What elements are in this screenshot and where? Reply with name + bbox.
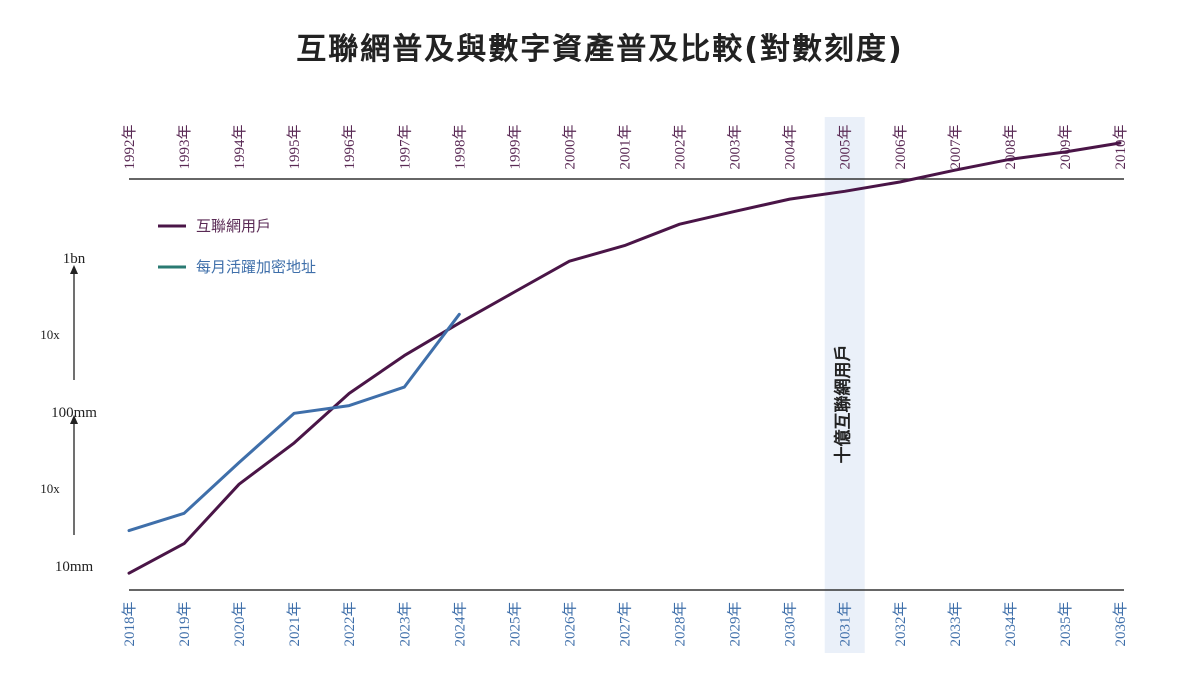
chart-title: 互聯網普及與數字資產普及比較(對數刻度) bbox=[296, 32, 904, 67]
bottom-tick-label: 2026年 bbox=[561, 601, 578, 646]
bottom-tick-label: 2029年 bbox=[727, 601, 744, 646]
top-tick-label: 2006年 bbox=[892, 124, 909, 169]
top-tick-label: 1999年 bbox=[506, 124, 523, 169]
bottom-tick-label: 2030年 bbox=[782, 601, 799, 646]
bottom-tick-label: 2024年 bbox=[451, 601, 468, 646]
legend-label: 每月活躍加密地址 bbox=[196, 259, 316, 276]
series-layer bbox=[127, 141, 1122, 575]
legend-label: 互聯網用戶 bbox=[196, 218, 271, 235]
bottom-tick-label: 2035年 bbox=[1057, 601, 1074, 646]
top-tick-label: 1998年 bbox=[451, 124, 468, 169]
top-tick-label: 1992年 bbox=[121, 124, 138, 169]
bottom-tick-label: 2019年 bbox=[176, 601, 193, 646]
bottom-tick-label: 2031年 bbox=[837, 601, 854, 646]
axes-layer: 1992年 1993年 1994年 1995年 1996年 1997年 1998年 1999年… bbox=[40, 124, 1129, 646]
bottom-tick-label: 2034年 bbox=[1002, 601, 1019, 646]
top-tick-label: 2005年 bbox=[837, 124, 854, 169]
top-tick-label: 2004年 bbox=[782, 124, 799, 169]
bottom-tick-label: 2033年 bbox=[947, 601, 964, 646]
top-tick-label: 2003年 bbox=[727, 124, 744, 169]
y-annotation-10x: 10x bbox=[40, 481, 60, 496]
top-tick-label: 1994年 bbox=[231, 124, 248, 169]
y-tick-label: 1bn bbox=[63, 251, 86, 267]
bottom-tick-label: 2022年 bbox=[341, 601, 358, 646]
top-tick-label: 2002年 bbox=[672, 124, 689, 169]
top-tick-label: 2000年 bbox=[561, 124, 578, 169]
series-line bbox=[127, 141, 1122, 575]
top-tick-label: 1997年 bbox=[396, 124, 413, 169]
top-tick-label: 1995年 bbox=[286, 124, 303, 169]
bottom-tick-label: 2023年 bbox=[396, 601, 413, 646]
top-tick-label: 2001年 bbox=[617, 124, 634, 169]
y-tick-label: 100mm bbox=[51, 405, 97, 421]
bottom-tick-label: 2036年 bbox=[1112, 601, 1129, 646]
bottom-tick-label: 2025年 bbox=[506, 601, 523, 646]
y-axis-arrow-head bbox=[70, 415, 78, 424]
y-tick-label: 10mm bbox=[55, 559, 94, 575]
highlight-band bbox=[824, 117, 865, 653]
top-tick-label: 2008年 bbox=[1002, 124, 1019, 169]
top-tick-label: 1993年 bbox=[176, 124, 193, 169]
bottom-tick-label: 2032年 bbox=[892, 601, 909, 646]
top-tick-label: 2009年 bbox=[1057, 124, 1074, 169]
bottom-tick-label: 2018年 bbox=[121, 601, 138, 646]
top-tick-label: 1996年 bbox=[341, 124, 358, 169]
y-axis-arrow-head bbox=[70, 265, 78, 274]
highlight-layer: 十億互聯網用戶 bbox=[824, 117, 865, 653]
series-line bbox=[127, 312, 461, 533]
y-annotation-10x: 10x bbox=[40, 327, 60, 342]
bottom-tick-label: 2027年 bbox=[617, 601, 634, 646]
bottom-tick-label: 2020年 bbox=[231, 601, 248, 646]
top-tick-label: 2007年 bbox=[947, 124, 964, 169]
bottom-tick-label: 2028年 bbox=[672, 601, 689, 646]
top-tick-label: 2010年 bbox=[1112, 124, 1129, 169]
bottom-tick-label: 2021年 bbox=[286, 601, 303, 646]
highlight-annotation: 十億互聯網用戶 bbox=[833, 345, 853, 464]
